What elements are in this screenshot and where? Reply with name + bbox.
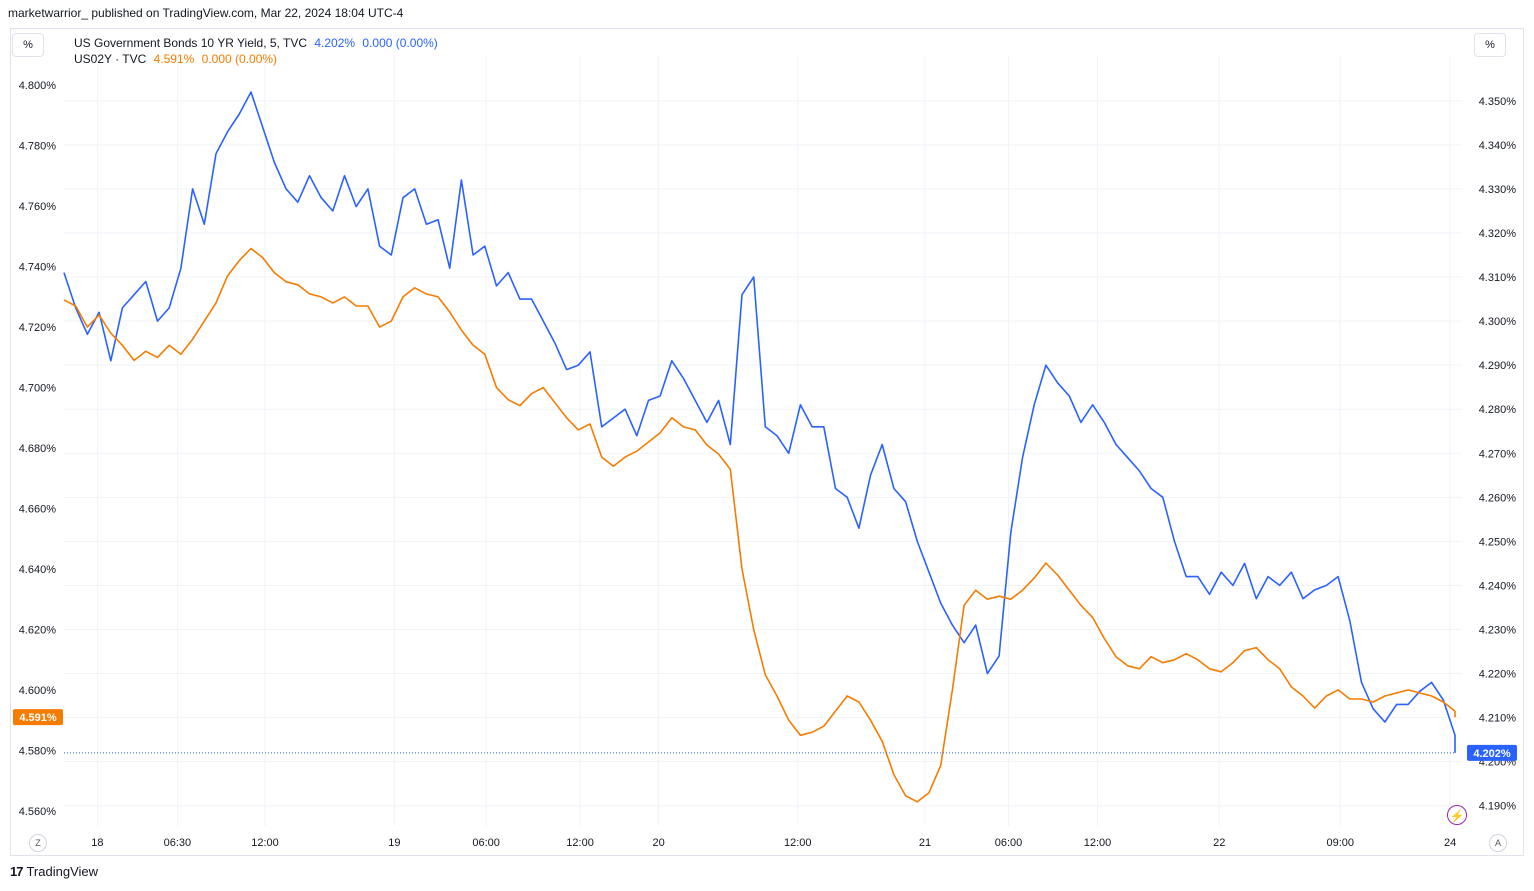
right-price-axis: 4.350% 4.340% 4.330% 4.320% 4.310% 4.300% 4.29… bbox=[1479, 96, 1517, 813]
left-tick-label: 4.800% bbox=[19, 80, 57, 92]
time-tick-label: 12:00 bbox=[1084, 837, 1112, 849]
right-tick-label: 4.340% bbox=[1479, 140, 1517, 152]
series-lines bbox=[63, 91, 1456, 803]
right-tick-label: 4.270% bbox=[1479, 448, 1517, 460]
left-tick-label: 4.780% bbox=[19, 141, 57, 153]
left-unit-button[interactable]: % bbox=[12, 33, 44, 57]
legend-us10y[interactable]: US Government Bonds 10 YR Yield, 5, TVC … bbox=[74, 35, 438, 51]
svg-text:4.202%: 4.202% bbox=[1473, 748, 1511, 760]
left-tick-label: 4.600% bbox=[19, 685, 57, 697]
us02y-line bbox=[63, 247, 1456, 803]
right-tick-label: 4.220% bbox=[1479, 669, 1517, 681]
lightning-icon[interactable]: ⚡ bbox=[1447, 805, 1467, 825]
legend-us02y[interactable]: US02Y · TVC 4.591% 0.000 (0.00%) bbox=[74, 51, 438, 67]
tradingview-logo-icon: 17 bbox=[10, 864, 24, 879]
svg-text:4.591%: 4.591% bbox=[19, 712, 57, 724]
right-tick-label: 4.230% bbox=[1479, 625, 1517, 637]
left-tick-label: 4.720% bbox=[19, 322, 57, 334]
left-tick-label: 4.740% bbox=[19, 262, 57, 274]
legend-us02y-change: 0.000 (0.00%) bbox=[201, 52, 278, 66]
right-tick-label: 4.260% bbox=[1479, 492, 1517, 504]
right-tick-label: 4.300% bbox=[1479, 316, 1517, 328]
last-value-labels: 4.591% 4.202% bbox=[13, 709, 1517, 761]
time-tick-label: 06:30 bbox=[164, 837, 192, 849]
left-tick-label: 4.580% bbox=[19, 745, 57, 757]
legend-us10y-change: 0.000 (0.00%) bbox=[362, 36, 438, 50]
us10y-last-label: 4.202% bbox=[1467, 744, 1517, 761]
time-tick-label: 21 bbox=[919, 837, 931, 849]
grid-lines bbox=[64, 55, 1462, 826]
left-tick-label: 4.760% bbox=[19, 201, 57, 213]
right-tick-label: 4.310% bbox=[1479, 272, 1517, 284]
chart-frame bbox=[10, 28, 1524, 856]
time-tick-label: 22 bbox=[1213, 837, 1225, 849]
left-tick-label: 4.700% bbox=[19, 383, 57, 395]
time-tick-label: 09:00 bbox=[1326, 837, 1354, 849]
legend-us10y-name: US Government Bonds 10 YR Yield, 5, TVC bbox=[74, 36, 308, 50]
legend-us02y-value: 4.591% bbox=[153, 52, 195, 66]
time-tick-label: 06:00 bbox=[472, 837, 500, 849]
publish-header: marketwarrior_ published on TradingView.… bbox=[8, 6, 404, 20]
right-tick-label: 4.250% bbox=[1479, 536, 1517, 548]
time-tick-label: 12:00 bbox=[566, 837, 594, 849]
right-tick-label: 4.350% bbox=[1479, 96, 1517, 108]
right-tick-label: 4.330% bbox=[1479, 184, 1517, 196]
footer: 17 TradingView bbox=[10, 864, 98, 879]
right-tick-label: 4.190% bbox=[1479, 801, 1517, 813]
us10y-line bbox=[63, 91, 1456, 753]
time-tick-label: 19 bbox=[388, 837, 400, 849]
time-tick-label: 20 bbox=[653, 837, 665, 849]
left-tick-label: 4.620% bbox=[19, 624, 57, 636]
right-tick-label: 4.280% bbox=[1479, 404, 1517, 416]
zoom-button[interactable]: Z bbox=[29, 834, 47, 852]
time-axis: 18 06:30 12:00 19 06:00 12:00 20 12:00 21 06:00 12… bbox=[91, 837, 1456, 849]
legend-us10y-value: 4.202% bbox=[314, 36, 356, 50]
time-tick-label: 06:00 bbox=[995, 837, 1023, 849]
footer-brand: TradingView bbox=[26, 864, 99, 879]
time-tick-label: 12:00 bbox=[251, 837, 279, 849]
time-tick-label: 18 bbox=[91, 837, 103, 849]
legend: US Government Bonds 10 YR Yield, 5, TVC … bbox=[74, 35, 438, 67]
left-tick-label: 4.660% bbox=[19, 504, 57, 516]
right-tick-label: 4.290% bbox=[1479, 360, 1517, 372]
left-tick-label: 4.560% bbox=[19, 806, 57, 818]
right-tick-label: 4.210% bbox=[1479, 713, 1517, 725]
time-tick-label: 12:00 bbox=[784, 837, 812, 849]
left-price-axis: 4.800% 4.780% 4.760% 4.740% 4.720% 4.700% 4.68… bbox=[19, 80, 57, 818]
auto-scale-button[interactable]: A bbox=[1489, 834, 1507, 852]
legend-us02y-name: US02Y · TVC bbox=[74, 52, 147, 66]
left-tick-label: 4.640% bbox=[19, 564, 57, 576]
right-unit-button[interactable]: % bbox=[1474, 33, 1506, 57]
left-tick-label: 4.680% bbox=[19, 443, 57, 455]
right-tick-label: 4.320% bbox=[1479, 228, 1517, 240]
right-tick-label: 4.240% bbox=[1479, 580, 1517, 592]
time-tick-label: 24 bbox=[1444, 837, 1456, 849]
us02y-last-label: 4.591% bbox=[13, 709, 63, 726]
